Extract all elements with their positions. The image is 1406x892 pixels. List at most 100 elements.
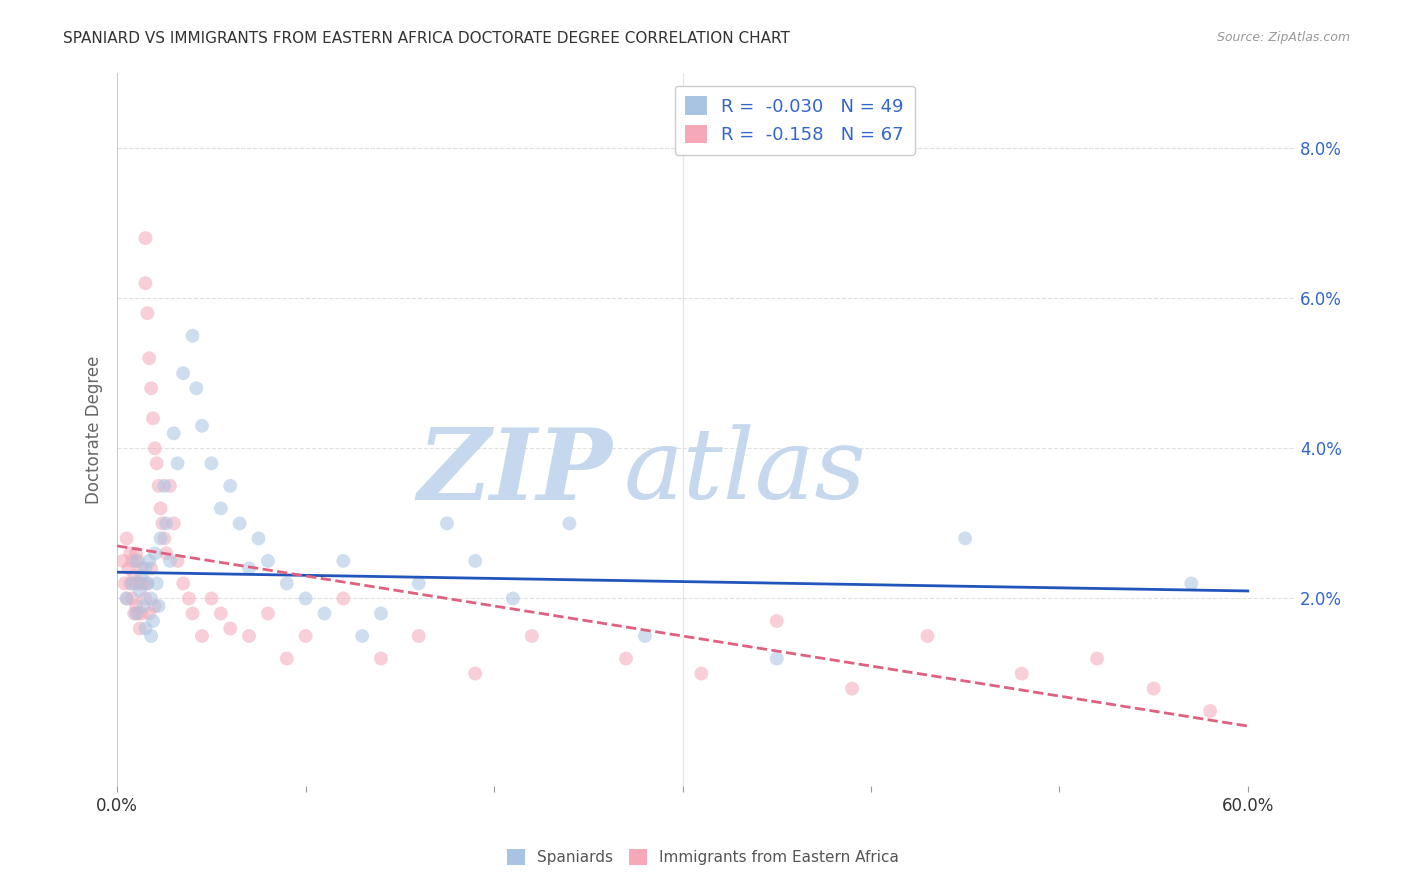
Point [408, 576, 430, 591]
Point [121, 576, 143, 591]
Point [128, 576, 150, 591]
Point [1142, 681, 1164, 696]
Point [370, 607, 392, 621]
Point [177, 591, 200, 606]
Point [634, 629, 657, 643]
Point [219, 479, 242, 493]
Point [172, 576, 194, 591]
Point [191, 418, 214, 433]
Point [294, 591, 316, 606]
Point [408, 629, 430, 643]
Point [1085, 651, 1108, 665]
Point [136, 576, 159, 591]
Point [186, 381, 208, 395]
Point [191, 629, 214, 643]
Point [121, 591, 143, 606]
Point [257, 554, 280, 568]
Point [314, 607, 336, 621]
Point [138, 607, 160, 621]
Point [159, 554, 181, 568]
Point [115, 591, 138, 606]
Point [155, 546, 177, 560]
Point [115, 591, 138, 606]
Point [765, 614, 787, 628]
Point [136, 576, 159, 591]
Point [352, 629, 374, 643]
Point [121, 554, 143, 568]
Point [917, 629, 939, 643]
Point [143, 599, 166, 613]
Point [134, 622, 156, 636]
Point [127, 607, 149, 621]
Point [181, 607, 204, 621]
Y-axis label: Doctorate Degree: Doctorate Degree [86, 355, 103, 504]
Point [131, 607, 153, 621]
Point [841, 681, 863, 696]
Point [219, 622, 242, 636]
Point [131, 569, 153, 583]
Point [139, 629, 162, 643]
Point [117, 561, 139, 575]
Point [436, 516, 458, 531]
Point [238, 629, 260, 643]
Point [125, 576, 148, 591]
Point [238, 561, 260, 575]
Point [520, 629, 543, 643]
Point [139, 561, 162, 575]
Point [115, 532, 138, 546]
Point [138, 351, 160, 366]
Point [148, 599, 170, 613]
Text: SPANIARD VS IMMIGRANTS FROM EASTERN AFRICA DOCTORATE DEGREE CORRELATION CHART: SPANIARD VS IMMIGRANTS FROM EASTERN AFRI… [63, 31, 790, 46]
Point [257, 607, 280, 621]
Text: atlas: atlas [624, 425, 866, 520]
Point [122, 607, 145, 621]
Point [1199, 704, 1222, 718]
Point [138, 554, 160, 568]
Point [145, 576, 167, 591]
Point [114, 576, 136, 591]
Point [132, 599, 155, 613]
Point [127, 554, 149, 568]
Point [120, 576, 142, 591]
Point [1180, 576, 1202, 591]
Point [153, 479, 176, 493]
Point [294, 629, 316, 643]
Point [111, 554, 134, 568]
Point [502, 591, 524, 606]
Point [181, 328, 204, 343]
Point [132, 576, 155, 591]
Point [134, 231, 156, 245]
Point [149, 501, 172, 516]
Point [153, 532, 176, 546]
Point [134, 591, 156, 606]
Point [228, 516, 250, 531]
Point [163, 516, 186, 531]
Point [166, 554, 188, 568]
Point [200, 456, 222, 470]
Point [134, 276, 156, 290]
Point [209, 501, 232, 516]
Point [134, 561, 156, 575]
Point [139, 381, 162, 395]
Point [125, 599, 148, 613]
Point [200, 591, 222, 606]
Point [163, 426, 186, 441]
Point [122, 569, 145, 583]
Point [332, 591, 354, 606]
Point [142, 614, 165, 628]
Text: ZIP: ZIP [416, 424, 612, 521]
Point [276, 651, 298, 665]
Point [125, 554, 148, 568]
Point [464, 666, 486, 681]
Point [125, 607, 148, 621]
Point [155, 516, 177, 531]
Point [159, 479, 181, 493]
Point [120, 546, 142, 560]
Point [953, 532, 976, 546]
Text: Source: ZipAtlas.com: Source: ZipAtlas.com [1216, 31, 1350, 45]
Point [125, 546, 148, 560]
Point [143, 442, 166, 456]
Point [765, 651, 787, 665]
Point [370, 651, 392, 665]
Point [148, 479, 170, 493]
